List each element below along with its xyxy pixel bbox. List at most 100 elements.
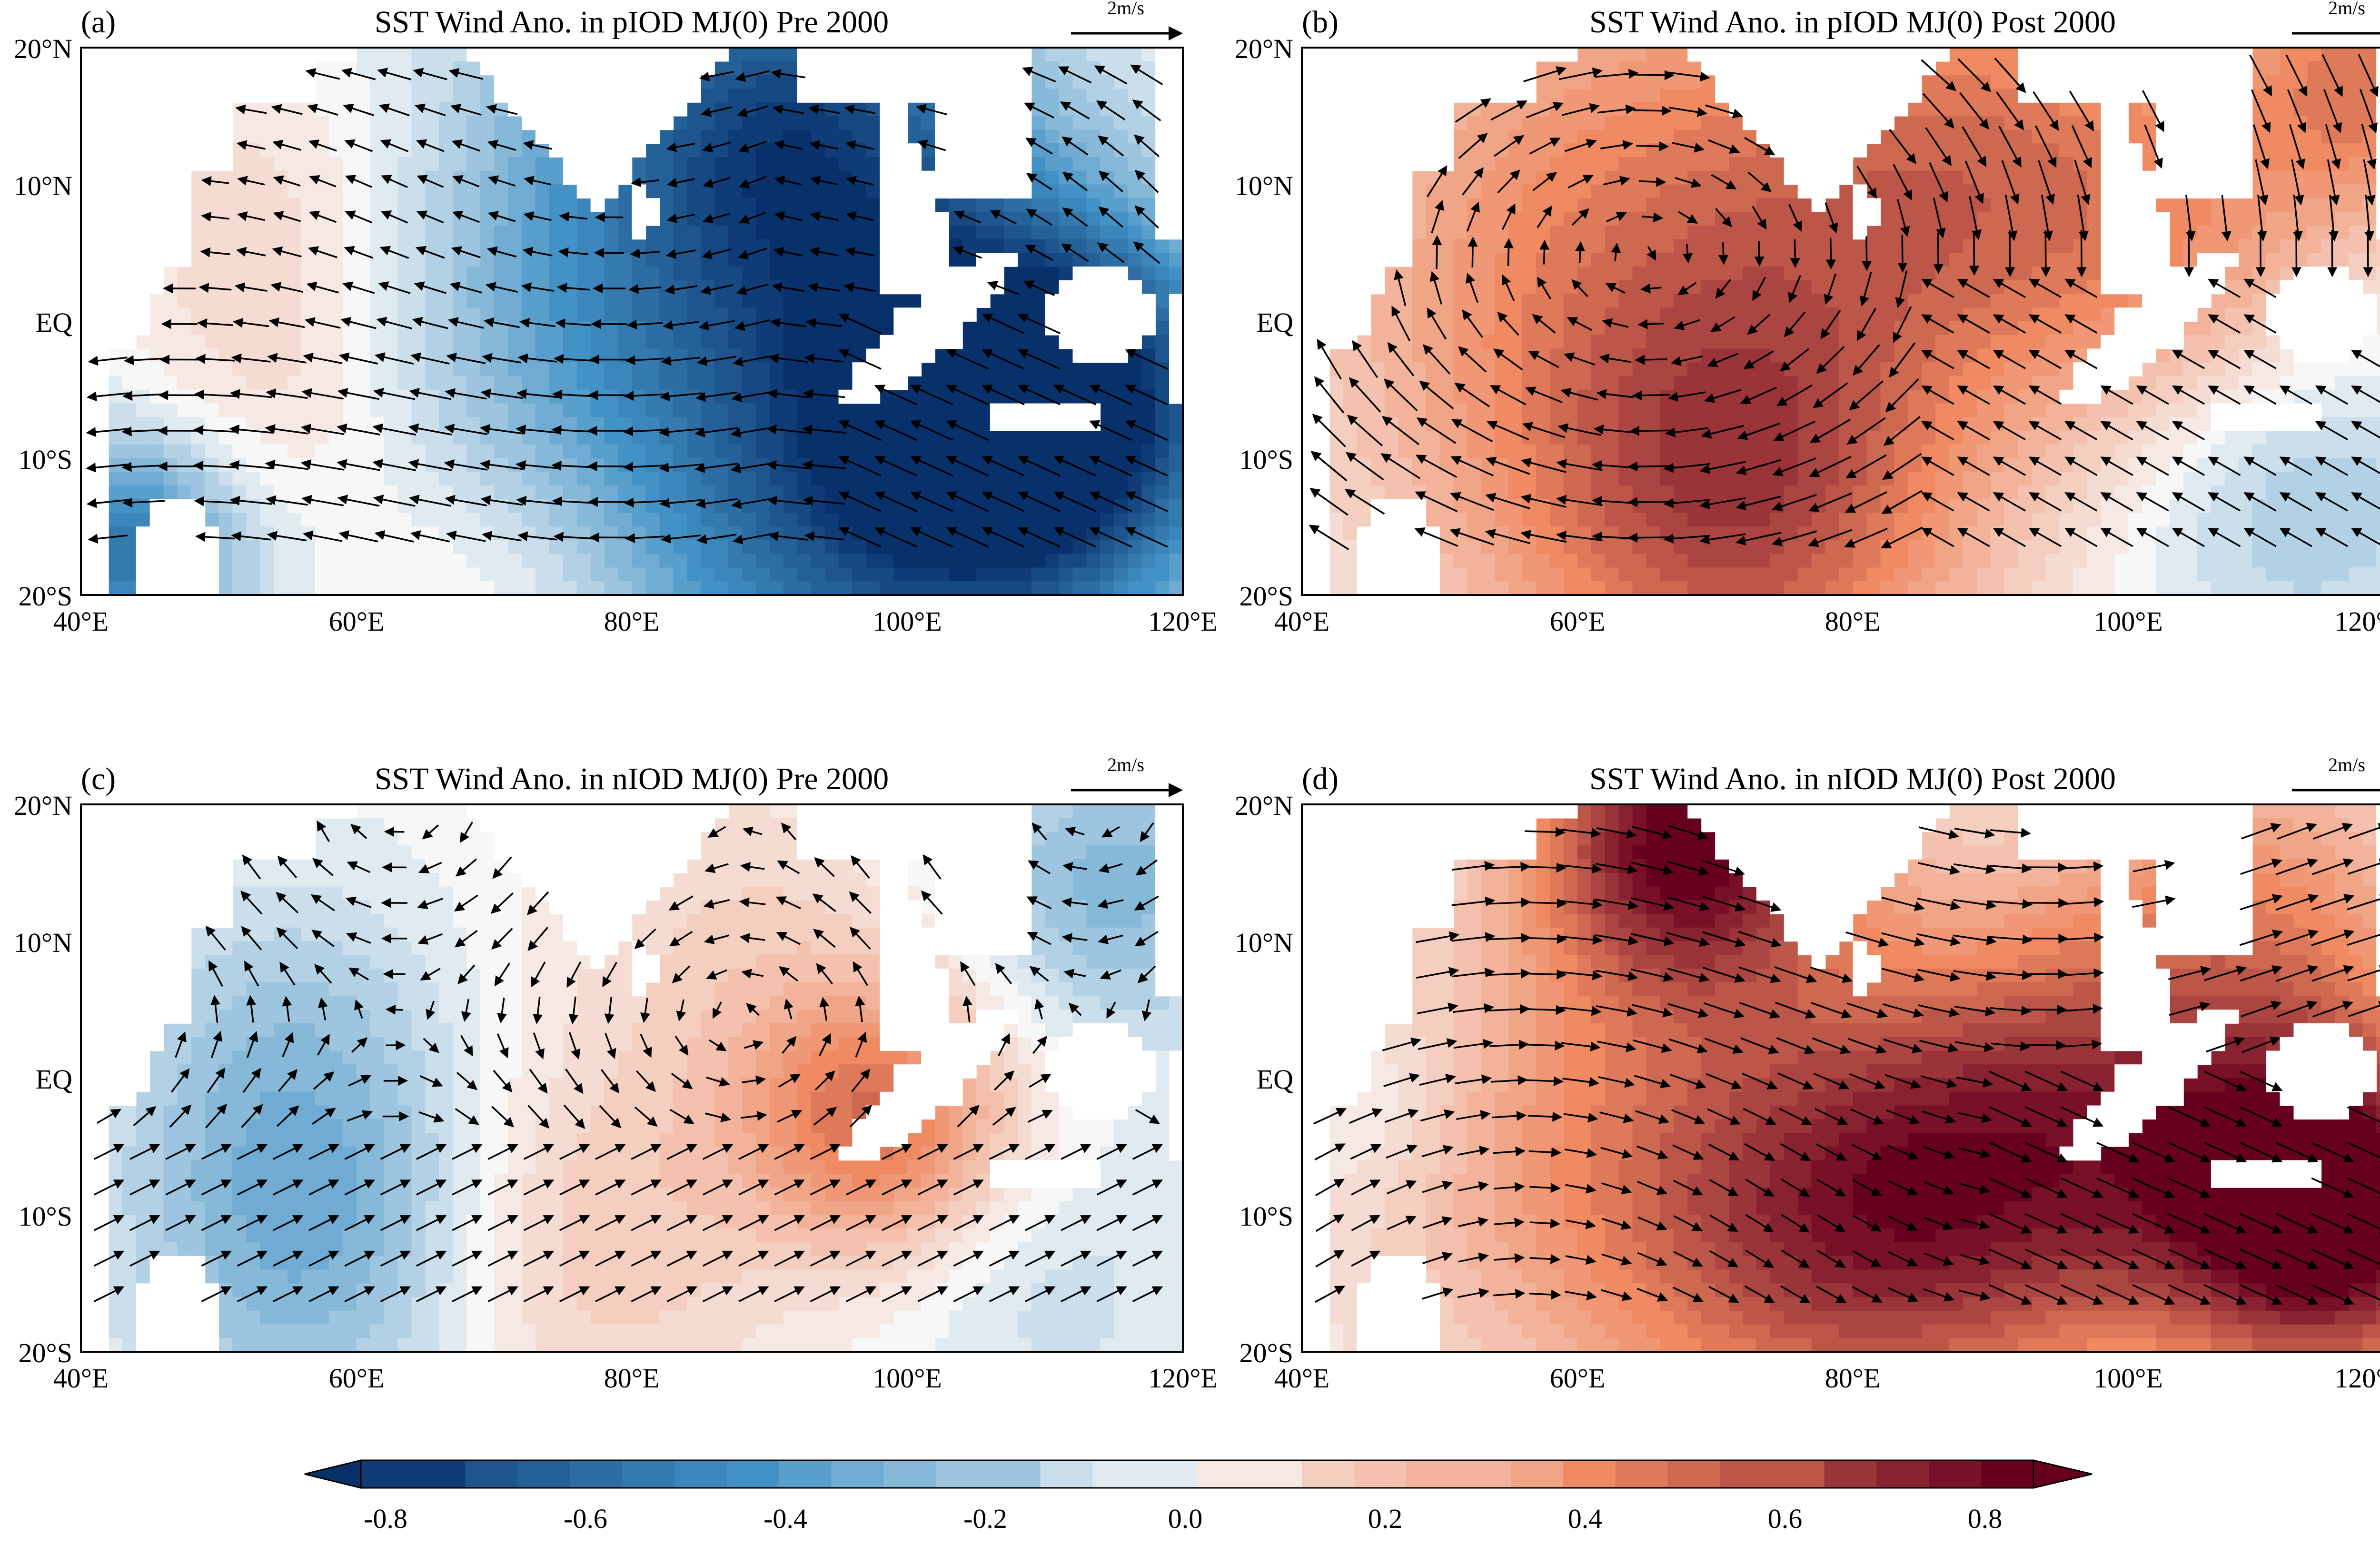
sst-cell xyxy=(1756,170,1771,185)
sst-cell xyxy=(494,389,508,404)
sst-cell xyxy=(1072,48,1087,62)
sst-cell xyxy=(260,376,274,390)
sst-cell xyxy=(632,267,646,281)
sst-cell xyxy=(191,335,206,349)
sst-cell xyxy=(1660,48,1675,62)
land-cell xyxy=(260,89,274,103)
sst-cell xyxy=(1743,253,1757,267)
sst-cell xyxy=(136,376,150,390)
land-cell xyxy=(108,212,123,226)
sst-cell xyxy=(1439,198,1454,212)
sst-cell xyxy=(673,116,688,130)
land-cell xyxy=(1017,116,1032,130)
sst-cell xyxy=(728,75,743,89)
land-cell xyxy=(149,253,164,267)
sst-cell xyxy=(1797,307,1812,322)
land-cell xyxy=(136,102,150,117)
sst-cell xyxy=(990,225,1004,240)
sst-cell xyxy=(976,567,991,582)
sst-cell xyxy=(728,403,743,418)
sst-cell xyxy=(590,225,605,240)
sst-cell xyxy=(1976,376,1991,390)
sst-cell xyxy=(1591,184,1606,199)
sst-cell xyxy=(1100,184,1115,199)
land-cell xyxy=(1155,129,1170,144)
sst-cell xyxy=(2059,157,2074,171)
sst-cell xyxy=(645,472,660,486)
land-cell xyxy=(852,48,867,62)
sst-cell xyxy=(288,116,302,130)
sst-cell xyxy=(288,225,302,240)
land-cell xyxy=(1072,348,1087,363)
sst-cell xyxy=(769,513,784,527)
sst-cell xyxy=(893,554,908,568)
sst-cell xyxy=(880,307,894,322)
sst-cell xyxy=(852,472,867,486)
land-cell xyxy=(1086,321,1101,336)
land-cell xyxy=(1017,170,1032,185)
sst-cell xyxy=(769,157,784,171)
sst-cell xyxy=(1922,267,1936,281)
sst-cell xyxy=(1880,143,1895,158)
sst-cell xyxy=(535,267,550,281)
sst-cell xyxy=(328,89,343,103)
land-cell xyxy=(136,253,150,267)
sst-cell xyxy=(921,431,935,445)
sst-cell xyxy=(838,472,853,486)
land-cell xyxy=(880,102,894,117)
sst-cell xyxy=(935,567,949,582)
sst-cell xyxy=(342,116,357,130)
sst-cell xyxy=(1439,253,1454,267)
sst-cell xyxy=(2266,48,2281,62)
sst-cell xyxy=(466,581,481,595)
sst-cell xyxy=(397,294,412,308)
sst-cell xyxy=(453,253,467,267)
sst-cell xyxy=(425,403,440,418)
sst-cell xyxy=(1031,239,1046,254)
sst-cell xyxy=(1674,184,1688,199)
sst-cell xyxy=(921,157,935,171)
sst-cell xyxy=(824,321,839,336)
sst-cell xyxy=(1439,294,1454,308)
sst-cell xyxy=(508,485,522,500)
sst-cell xyxy=(1031,116,1046,130)
sst-cell xyxy=(824,513,839,527)
sst-cell xyxy=(2307,225,2322,240)
sst-cell xyxy=(260,280,274,295)
sst-cell xyxy=(2321,362,2336,376)
sst-cell xyxy=(122,485,137,500)
sst-cell xyxy=(824,417,839,431)
sst-cell xyxy=(1426,198,1440,212)
land-cell xyxy=(935,129,949,144)
sst-cell xyxy=(328,472,343,486)
sst-cell xyxy=(701,184,715,199)
sst-cell xyxy=(618,198,633,212)
sst-cell xyxy=(1017,362,1032,376)
sst-cell xyxy=(1687,335,1702,349)
sst-cell xyxy=(1674,89,1688,103)
sst-cell xyxy=(783,540,798,555)
sst-cell xyxy=(2362,48,2377,62)
sst-cell xyxy=(2252,267,2267,281)
sst-cell xyxy=(2045,376,2060,390)
sst-cell xyxy=(356,89,371,103)
sst-cell xyxy=(274,116,288,130)
sst-cell xyxy=(246,554,260,568)
sst-cell xyxy=(522,307,536,322)
sst-cell xyxy=(1715,280,1729,295)
sst-cell xyxy=(2266,170,2281,185)
land-cell xyxy=(590,48,605,62)
sst-cell xyxy=(880,403,894,418)
sst-cell xyxy=(1003,554,1018,568)
land-cell xyxy=(177,129,192,144)
sst-cell xyxy=(1100,253,1115,267)
land-cell xyxy=(94,253,109,267)
sst-cell xyxy=(453,362,467,376)
land-cell xyxy=(94,540,109,555)
sst-cell xyxy=(205,212,219,226)
sst-cell xyxy=(1128,403,1142,418)
land-cell xyxy=(108,198,123,212)
sst-cell xyxy=(1114,554,1129,568)
sst-cell xyxy=(1453,170,1468,185)
sst-cell xyxy=(1949,321,1964,336)
